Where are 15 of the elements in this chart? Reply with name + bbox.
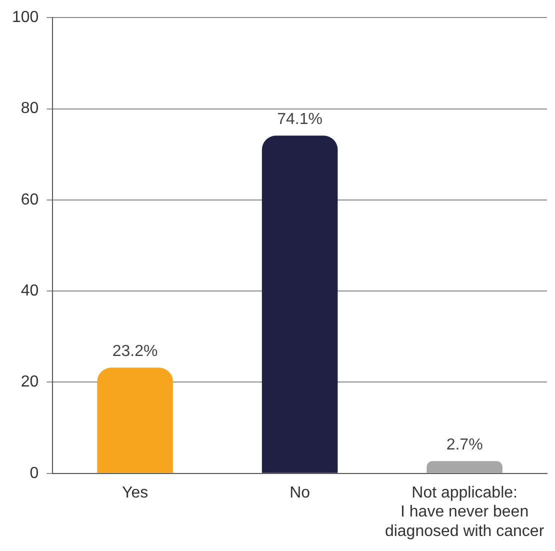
- data-label: 74.1%: [277, 111, 322, 128]
- bar: [426, 461, 502, 473]
- y-tick-label: 60: [20, 191, 39, 208]
- x-tick-label: No: [290, 484, 310, 502]
- y-tick-label: 80: [20, 100, 39, 118]
- data-label: 2.7%: [446, 436, 483, 454]
- y-tick-label: 0: [30, 464, 39, 482]
- x-tick-label: Yes: [122, 484, 148, 502]
- bar: [97, 368, 173, 473]
- y-tick-label: 100: [12, 9, 39, 26]
- x-tick-label: Not applicable: I have never been diagnosed with cancer: [384, 484, 545, 540]
- data-label: 23.2%: [112, 343, 158, 360]
- y-tick-label: 40: [20, 282, 39, 300]
- bar: [262, 136, 338, 473]
- y-tick-label: 20: [20, 374, 39, 391]
